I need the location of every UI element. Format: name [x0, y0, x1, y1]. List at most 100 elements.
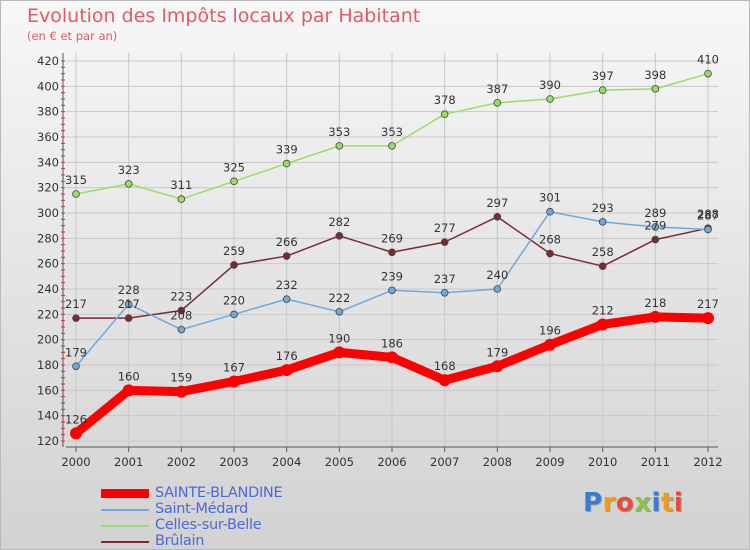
data-label-sainte-blandine: 176: [276, 349, 298, 363]
logo-letter: i: [651, 488, 661, 518]
data-label-brulain: 259: [223, 244, 245, 258]
legend: SAINTE-BLANDINE Saint-Médard Celles-sur-…: [101, 485, 361, 549]
legend-item-sainte-blandine: SAINTE-BLANDINE: [101, 485, 361, 501]
data-label-sainte-blandine: 217: [697, 297, 719, 311]
data-point-sainte-blandine: [596, 318, 609, 331]
logo-letter: r: [602, 488, 616, 518]
axis-layer: 120 140 160 180 200 220 240 260 280 300 320 340 360 3…: [37, 53, 723, 469]
data-point-celles-sur-belle: [440, 110, 449, 118]
data-label-celles-sur-belle: 390: [539, 78, 561, 92]
data-label-celles-sur-belle: 397: [592, 69, 614, 83]
data-point-saint-medard: [598, 218, 607, 226]
data-label-saint-medard: 179: [65, 345, 87, 359]
x-tick-label: 2009: [535, 455, 564, 469]
data-point-celles-sur-belle: [335, 142, 344, 150]
proxiti-logo: Proxiti: [583, 488, 683, 518]
legend-label-saint-medard: Saint-Médard: [155, 501, 249, 517]
data-label-celles-sur-belle: 353: [381, 125, 403, 139]
data-label-brulain: 282: [328, 215, 350, 229]
data-point-brulain: [598, 262, 607, 271]
legend-swatch-sainte-blandine: [101, 489, 149, 498]
data-label-sainte-blandine: 160: [118, 369, 140, 383]
data-label-saint-medard: 232: [276, 278, 298, 292]
logo-letter: i: [673, 488, 684, 518]
data-point-saint-medard: [388, 286, 396, 295]
data-label-sainte-blandine: 190: [328, 331, 350, 345]
y-tick-label: 160: [37, 383, 59, 397]
data-point-celles-sur-belle: [493, 99, 502, 107]
data-label-brulain: 266: [276, 235, 298, 249]
y-tick-label: 140: [37, 409, 59, 423]
logo-letter: P: [583, 488, 603, 518]
data-label-brulain: 279: [644, 219, 666, 233]
data-point-sainte-blandine: [649, 310, 662, 323]
data-label-brulain: 277: [434, 221, 456, 235]
data-label-saint-medard: 289: [644, 206, 666, 220]
data-point-saint-medard: [282, 295, 291, 303]
label-layer: 315 323 311 325 339 353 353 378 387 390 397 398 410 2…: [65, 53, 719, 427]
data-label-saint-medard: 293: [592, 201, 614, 215]
data-label-brulain: 258: [592, 245, 614, 259]
legend-swatch-brulain: [101, 541, 149, 543]
x-tick-label: 2001: [114, 455, 143, 469]
data-point-celles-sur-belle: [124, 180, 133, 188]
data-label-celles-sur-belle: 323: [118, 163, 140, 177]
data-point-brulain: [230, 261, 238, 269]
data-point-celles-sur-belle: [282, 159, 291, 168]
data-label-sainte-blandine: 212: [592, 303, 614, 317]
data-label-celles-sur-belle: 311: [170, 178, 192, 192]
data-point-brulain: [124, 314, 133, 322]
series-layer: [70, 69, 714, 440]
x-tick-label: 2007: [430, 455, 459, 469]
data-label-brulain: 223: [170, 290, 192, 304]
y-tick-label: 260: [37, 257, 59, 271]
data-label-celles-sur-belle: 398: [644, 68, 666, 82]
data-label-celles-sur-belle: 315: [65, 173, 87, 187]
data-point-brulain: [72, 314, 80, 322]
data-point-brulain: [282, 252, 291, 260]
data-label-brulain: 217: [65, 297, 87, 311]
data-label-celles-sur-belle: 325: [223, 160, 245, 174]
data-label-brulain: 268: [539, 233, 561, 247]
x-tick-label: 2008: [483, 455, 512, 469]
data-label-celles-sur-belle: 353: [328, 125, 350, 139]
data-point-sainte-blandine: [228, 375, 240, 388]
logo-letter: x: [634, 488, 652, 518]
legend-item-brulain: Brûlain: [101, 533, 361, 549]
data-point-brulain: [388, 248, 396, 257]
data-label-sainte-blandine: 196: [539, 324, 561, 338]
data-point-saint-medard: [546, 207, 554, 216]
data-point-brulain: [546, 249, 554, 258]
data-label-sainte-blandine: 159: [170, 371, 192, 385]
y-tick-label: 220: [37, 307, 59, 321]
x-tick-label: 2002: [167, 455, 196, 469]
data-point-saint-medard: [124, 300, 133, 309]
y-tick-label: 300: [37, 206, 59, 220]
data-point-saint-medard: [493, 285, 502, 293]
data-point-sainte-blandine: [438, 374, 451, 387]
y-tick-label: 380: [37, 105, 59, 119]
data-label-sainte-blandine: 167: [223, 360, 245, 374]
x-tick-label: 2010: [588, 455, 617, 469]
data-label-brulain: 288: [697, 207, 719, 221]
x-tick-label: 2011: [641, 455, 670, 469]
chart-title: Evolution des Impôts locaux par Habitant: [27, 5, 421, 27]
data-point-brulain: [440, 238, 449, 246]
y-tick-label: 400: [37, 79, 59, 93]
data-point-saint-medard: [230, 310, 238, 319]
data-point-saint-medard: [440, 288, 449, 297]
data-point-sainte-blandine: [70, 427, 82, 440]
y-tick-label: 340: [37, 155, 59, 169]
data-point-celles-sur-belle: [546, 95, 554, 103]
y-tick-label: 120: [37, 434, 59, 448]
legend-label-sainte-blandine: SAINTE-BLANDINE: [155, 485, 283, 501]
data-label-celles-sur-belle: 410: [697, 53, 719, 67]
y-tick-label: 180: [37, 358, 59, 372]
data-point-brulain: [651, 235, 660, 244]
logo-letter: o: [615, 488, 635, 518]
legend-swatch-saint-medard: [101, 509, 149, 511]
data-label-saint-medard: 208: [170, 309, 192, 323]
data-label-brulain: 297: [486, 196, 508, 210]
